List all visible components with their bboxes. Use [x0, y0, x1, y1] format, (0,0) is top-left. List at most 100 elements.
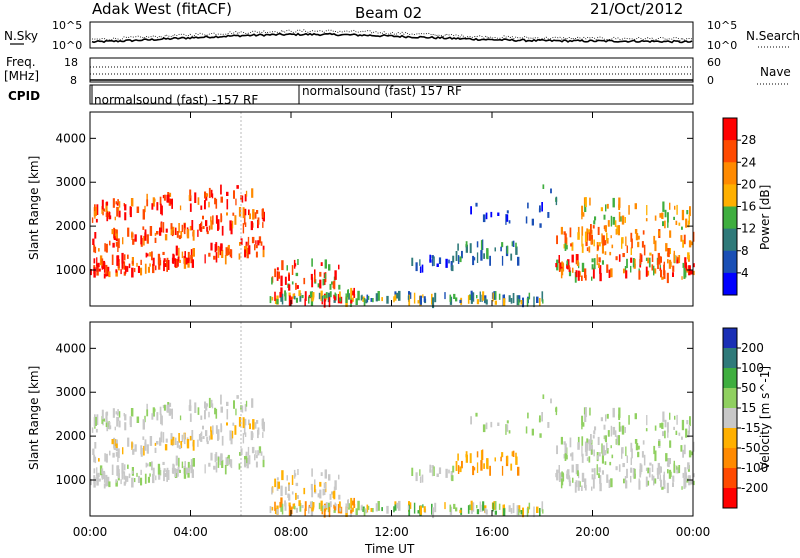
- scatter-mark: [476, 252, 479, 263]
- scatter-mark: [347, 290, 349, 298]
- scatter-mark: [621, 425, 625, 435]
- scatter-mark: [571, 464, 574, 473]
- scatter-mark: [626, 258, 628, 269]
- scatter-mark: [643, 244, 646, 256]
- scatter-mark: [494, 300, 497, 305]
- scatter-mark: [581, 445, 583, 457]
- scatter-mark: [688, 240, 692, 248]
- scatter-mark: [577, 442, 580, 450]
- scatter-mark: [103, 273, 106, 279]
- scatter-mark: [93, 258, 96, 264]
- scatter-mark: [187, 471, 190, 478]
- scatter-mark: [226, 212, 228, 216]
- colorbar-swatch: [723, 272, 737, 296]
- scatter-mark: [411, 257, 414, 266]
- scatter-mark: [143, 445, 145, 456]
- scatter-mark: [689, 416, 691, 427]
- scatter-mark: [610, 215, 613, 227]
- scatter-mark: [485, 422, 488, 430]
- scatter-mark: [96, 467, 98, 476]
- scatter-mark: [112, 242, 115, 248]
- scatter-mark: [334, 506, 336, 511]
- scatter-mark: [681, 226, 683, 230]
- scatter-mark: [229, 430, 232, 441]
- nsearch-tick-top: 10^5: [707, 19, 737, 32]
- scatter-mark: [230, 459, 232, 466]
- scatter-mark: [598, 263, 600, 268]
- scatter-mark: [181, 224, 184, 232]
- scatter-mark: [676, 204, 678, 215]
- scatter-mark: [660, 479, 663, 488]
- scatter-mark: [683, 444, 686, 455]
- scatter-mark: [634, 203, 637, 210]
- scatter-mark: [566, 260, 569, 266]
- scatter-mark: [560, 226, 563, 235]
- scatter-mark: [494, 247, 496, 252]
- scatter-mark: [614, 430, 617, 437]
- scatter-mark: [280, 275, 283, 287]
- scatter-mark: [473, 257, 476, 261]
- scatter-mark: [455, 297, 458, 302]
- scatter-mark: [465, 454, 468, 463]
- scatter-mark: [163, 470, 165, 482]
- scatter-mark: [637, 451, 640, 458]
- scatter-mark: [690, 270, 693, 275]
- scatter-mark: [662, 411, 665, 422]
- scatter-mark: [470, 509, 473, 514]
- scatter-mark: [262, 432, 264, 438]
- scatter-mark: [176, 441, 179, 448]
- scatter-mark: [689, 206, 691, 217]
- scatter-mark: [673, 253, 676, 263]
- scatter-mark: [528, 292, 531, 300]
- scatter-mark: [159, 437, 162, 446]
- scatter-mark: [106, 266, 110, 277]
- nsearch-label: N.Search: [746, 29, 800, 43]
- scatter-mark: [244, 246, 248, 254]
- scatter-mark: [170, 199, 173, 205]
- scatter-mark: [558, 465, 560, 474]
- scatter-mark: [291, 491, 294, 495]
- scatter-mark: [572, 477, 574, 483]
- scatter-mark: [328, 507, 331, 518]
- scatter-mark: [617, 225, 620, 236]
- scatter-mark: [547, 212, 550, 218]
- scatter-mark: [299, 503, 302, 512]
- scatter-mark: [645, 257, 648, 261]
- scatter-mark: [584, 407, 587, 418]
- scatter-mark: [481, 294, 483, 302]
- scatter-mark: [152, 197, 155, 207]
- scatter-mark: [200, 436, 203, 442]
- scatter-mark: [210, 426, 212, 432]
- scatter-mark: [334, 502, 336, 510]
- scatter-mark: [664, 220, 666, 229]
- scatter-mark: [137, 265, 140, 273]
- scatter-mark: [151, 203, 154, 210]
- scatter-mark: [280, 287, 283, 299]
- scatter-mark: [257, 217, 260, 225]
- scatter-mark: [459, 256, 462, 263]
- scatter-mark: [651, 254, 654, 262]
- scatter-mark: [284, 276, 287, 285]
- scatter-mark: [453, 293, 456, 299]
- scatter-mark: [539, 433, 542, 438]
- scatter-mark: [556, 469, 559, 481]
- scatter-mark: [314, 479, 316, 491]
- scatter-mark: [187, 261, 190, 268]
- scatter-mark: [301, 295, 304, 299]
- scatter-mark: [338, 501, 341, 508]
- scatter-mark: [156, 412, 159, 421]
- scatter-mark: [165, 438, 168, 443]
- scatter-mark: [93, 417, 96, 427]
- scatter-mark: [255, 450, 257, 455]
- scatter-mark: [574, 272, 577, 283]
- scatter-mark: [603, 214, 606, 220]
- scatter-mark: [126, 476, 129, 482]
- scatter-mark: [676, 414, 678, 425]
- scatter-mark: [648, 467, 651, 478]
- scatter-mark: [298, 500, 301, 507]
- scatter-mark: [245, 190, 248, 197]
- scatter-mark: [280, 497, 283, 509]
- scatter-mark: [244, 249, 247, 258]
- scatter-mark: [469, 453, 472, 464]
